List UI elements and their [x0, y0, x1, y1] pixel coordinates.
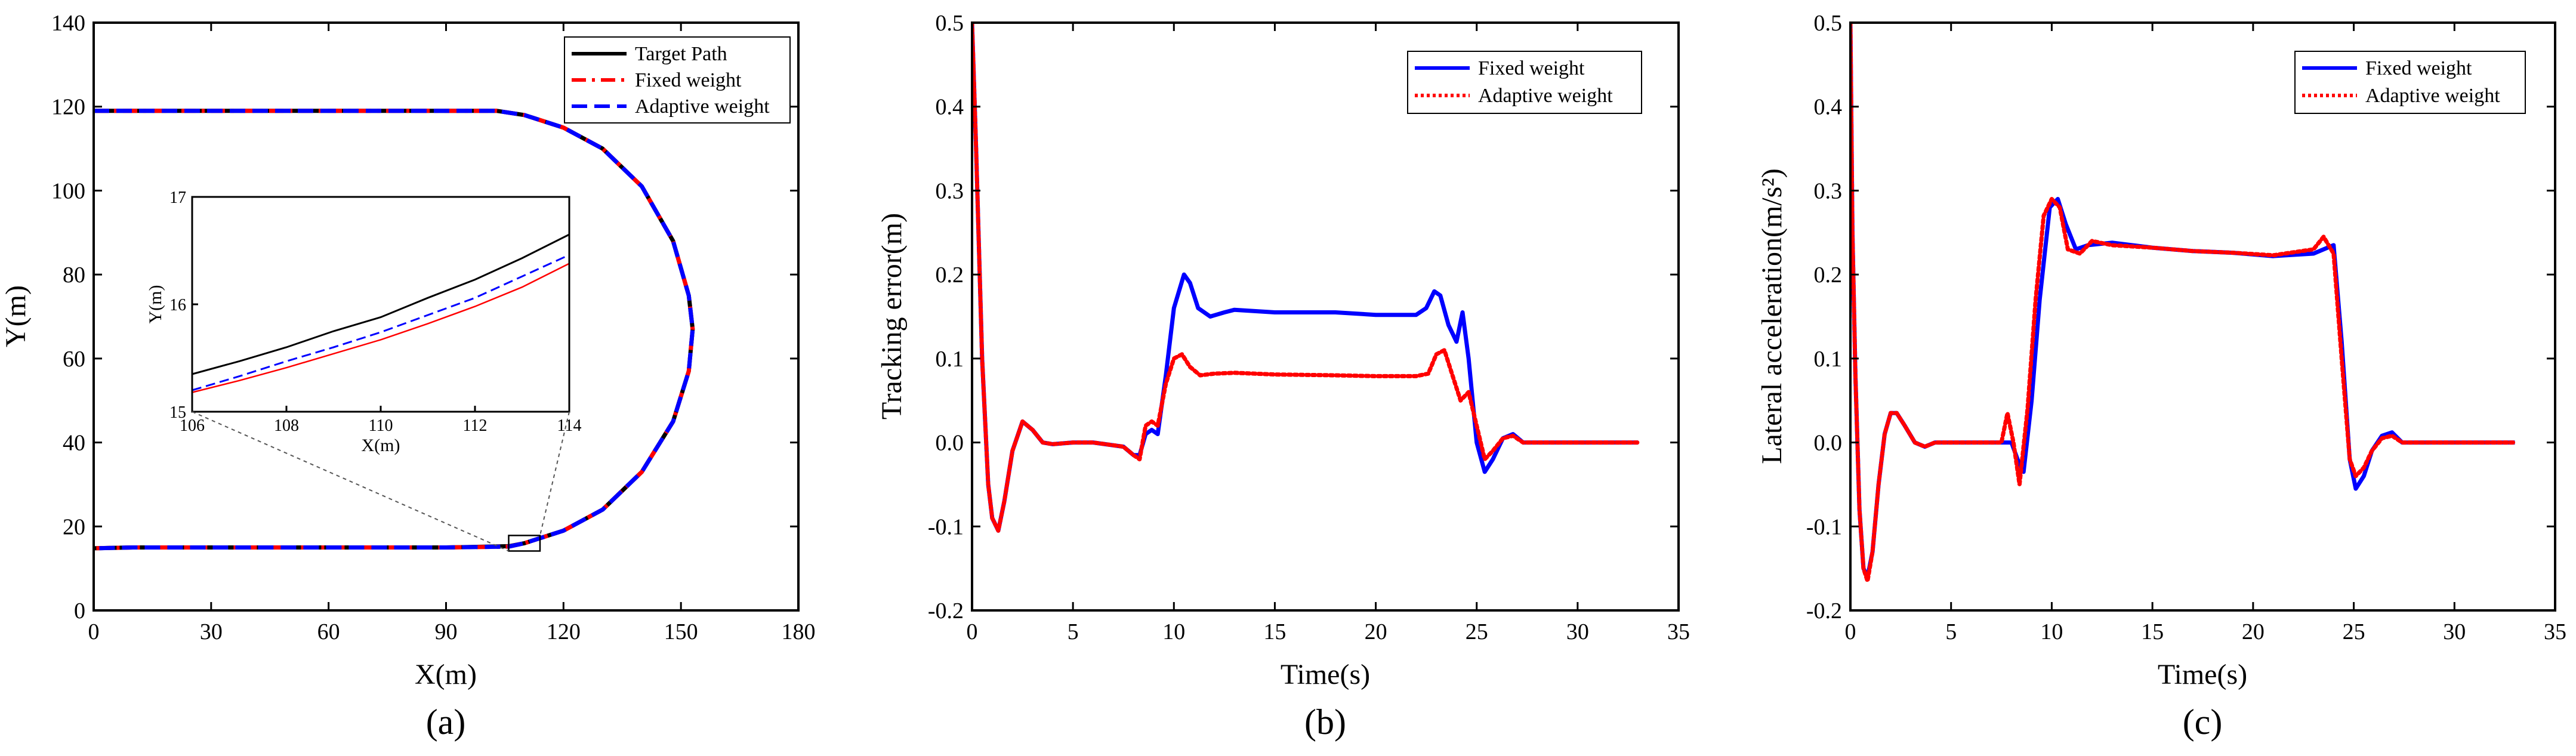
y-tick-label: -0.1 — [928, 514, 964, 539]
panel-caption: (b) — [1304, 702, 1346, 742]
y-axis-label: Y(m) — [0, 285, 32, 347]
x-tick-label: 0 — [1845, 619, 1856, 644]
x-tick-label: 10 — [1162, 619, 1185, 644]
y-tick-label: -0.2 — [928, 598, 964, 624]
y-tick-label: 0.1 — [936, 347, 964, 372]
x-tick-label: 15 — [2141, 619, 2164, 644]
x-tick-label: 30 — [1566, 619, 1589, 644]
x-tick-label: 150 — [664, 619, 698, 644]
series-line-c-adaptive-weight — [1850, 23, 2517, 584]
panel-caption: (c) — [2183, 702, 2223, 742]
plot-area-b — [972, 23, 1640, 533]
x-tick-label: 5 — [1068, 619, 1079, 644]
x-tick-label: 120 — [547, 619, 581, 644]
y-axis-label: Tracking error(m) — [876, 213, 908, 419]
y-tick-label: 60 — [63, 347, 85, 372]
inset-series-adaptive-weight — [192, 254, 570, 391]
legend-label: Fixed weight — [2365, 57, 2472, 79]
x-tick-label: 5 — [1945, 619, 1957, 644]
x-tick-label: 0 — [967, 619, 978, 644]
y-tick-label: 0.5 — [936, 11, 964, 36]
legend-label: Adaptive weight — [635, 95, 770, 118]
x-tick-label: 20 — [1365, 619, 1387, 644]
y-tick-label: -0.2 — [1806, 598, 1842, 624]
x-tick-label: 0 — [88, 619, 100, 644]
inset-x-tick-label: 106 — [180, 416, 205, 435]
chart-panel-c: 0 5 10 15 20 25 30 35 -0.2 -0.1 0.0 0.1 0.2 0.3 0.4 0.5… — [1756, 11, 2566, 742]
inset-background — [192, 197, 569, 412]
x-tick-label: 20 — [2242, 619, 2265, 644]
inset-x-tick-label: 112 — [463, 416, 488, 435]
y-tick-label: 0.4 — [936, 95, 964, 120]
y-tick-label: 40 — [63, 431, 85, 456]
chart-panel-a: 0 30 60 90 120 150 180 0 20 40 60 80 100 120 140 X(m) Y(… — [0, 11, 816, 742]
y-tick-label: 0.2 — [936, 263, 964, 288]
y-tick-label: 100 — [51, 178, 85, 203]
inset-x-axis-label: X(m) — [362, 436, 400, 455]
zoom-box — [508, 535, 541, 552]
y-tick-label: 0.3 — [936, 178, 964, 203]
y-tick-label: 20 — [63, 514, 85, 539]
y-tick-label: 120 — [51, 95, 85, 120]
legend-label: Adaptive weight — [1478, 85, 1613, 107]
y-tick-label: 0 — [74, 598, 85, 624]
inset-y-axis-label: Y(m) — [146, 285, 165, 324]
y-tick-label: 0.0 — [1814, 431, 1843, 456]
inset-y-tick-label: 17 — [169, 189, 186, 207]
y-tick-label: 0.3 — [1814, 178, 1843, 203]
plot-frame-c — [1849, 21, 2556, 612]
x-tick-label: 180 — [782, 619, 816, 644]
y-tick-label: -0.1 — [1806, 514, 1842, 539]
inset-series-target-path — [192, 233, 570, 375]
y-tick-label: 80 — [63, 263, 85, 288]
x-axis-label: Time(s) — [2158, 659, 2247, 690]
legend-box — [1407, 51, 1642, 114]
y-tick-label: 0.5 — [1814, 11, 1843, 36]
inset-x-tick-label: 108 — [274, 416, 299, 435]
x-tick-label: 30 — [200, 619, 223, 644]
legend-label: Target Path — [635, 43, 727, 65]
y-tick-label: 0.4 — [1814, 95, 1843, 120]
inset-x-tick-label: 114 — [557, 416, 582, 435]
legend-label: Adaptive weight — [2365, 85, 2500, 107]
plot-area-a — [94, 109, 695, 551]
x-tick-label: 35 — [2544, 619, 2566, 644]
plot-frame-b — [971, 21, 1680, 612]
x-tick-label: 25 — [1466, 619, 1488, 644]
panel-caption: (a) — [426, 702, 466, 742]
y-tick-label: 140 — [51, 11, 85, 36]
legend-a: Target Path Fixed weight Adaptive weight — [564, 36, 791, 124]
x-tick-label: 25 — [2343, 619, 2365, 644]
plot-area-c — [1850, 23, 2517, 584]
legend-box — [2294, 51, 2526, 114]
y-tick-label: 0.2 — [1814, 263, 1843, 288]
x-tick-label: 60 — [317, 619, 340, 644]
inset-y-tick-label: 16 — [169, 296, 186, 314]
inset-plot: 106 108 110 112 114 15 16 17 X(m) Y(m) — [146, 189, 581, 455]
y-tick-label: 0.0 — [936, 431, 964, 456]
x-tick-label: 30 — [2443, 619, 2466, 644]
legend-c: Fixed weight Adaptive weight — [2294, 51, 2526, 114]
x-tick-label: 90 — [435, 619, 458, 644]
legend-label: Fixed weight — [635, 69, 742, 91]
inset-series-fixed-weight — [192, 263, 570, 393]
zoom-connector-left — [192, 411, 509, 552]
x-tick-label: 15 — [1263, 619, 1286, 644]
x-axis-label: X(m) — [415, 659, 477, 690]
x-tick-label: 35 — [1667, 619, 1690, 644]
inset-y-tick-label: 15 — [169, 403, 186, 422]
y-tick-label: 0.1 — [1814, 347, 1843, 372]
legend-b: Fixed weight Adaptive weight — [1407, 51, 1642, 114]
series-line-a-adaptive-weight — [94, 109, 695, 551]
legend-label: Fixed weight — [1478, 57, 1585, 79]
y-axis-label: Lateral acceleration(m/s²) — [1756, 168, 1788, 464]
inset-x-tick-label: 110 — [369, 416, 393, 435]
x-tick-label: 10 — [2040, 619, 2063, 644]
series-line-b-adaptive-weight — [972, 23, 1640, 533]
chart-panel-b: 0 5 10 15 20 25 30 35 -0.2 -0.1 0.0 0.1 0.2 0.3 0.4 0.5… — [876, 11, 1690, 742]
x-axis-label: Time(s) — [1281, 659, 1370, 690]
